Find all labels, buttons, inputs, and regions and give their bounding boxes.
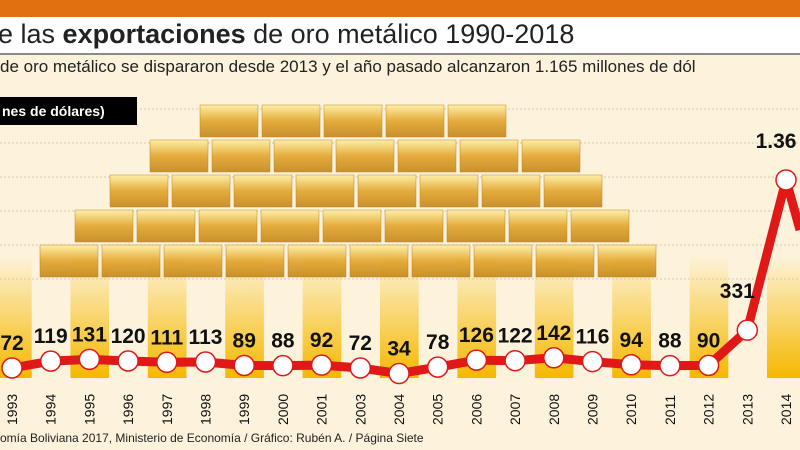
data-point-2011 (659, 354, 681, 377)
data-point-2006 (465, 349, 488, 371)
data-label-2012: 90 (697, 329, 720, 352)
data-point-2008 (543, 347, 565, 369)
data-point-1998 (194, 351, 217, 373)
year-label-2012: 2012 (701, 394, 717, 425)
data-point-2012 (697, 354, 720, 377)
data-point-2001 (310, 354, 333, 376)
column-stripe (0, 255, 32, 378)
title-text: e las (0, 19, 63, 49)
chart-subtitle: de oro metálico se dispararon desde 2013… (0, 57, 696, 76)
data-point-2013 (736, 319, 759, 341)
data-point-1996 (117, 350, 139, 372)
data-label-2013: 331 (720, 280, 755, 303)
year-label-2006: 2006 (468, 394, 484, 425)
year-label-1998: 1998 (198, 394, 214, 425)
data-point-1993 (1, 357, 23, 379)
data-label-2011: 88 (658, 330, 682, 353)
gold-bars-illustration (39, 104, 657, 278)
data-label-2001: 92 (310, 329, 333, 352)
data-point-2000 (272, 354, 294, 377)
year-label-2013: 2013 (739, 394, 755, 425)
year-label-1997: 1997 (159, 394, 175, 425)
source-note: omía Boliviana 2017, Ministerio de Econo… (0, 431, 424, 445)
data-label-2003: 72 (349, 332, 372, 355)
data-label-2014: 1.36 (756, 130, 797, 153)
year-label-2004: 2004 (391, 394, 407, 425)
line-chart: 72 119 131 120 111 113 89 88 92 72 34 78 126 122 142 11… (0, 104, 800, 430)
data-label-2004: 34 (387, 338, 411, 361)
axis-band (0, 378, 800, 430)
data-label-1997: 111 (150, 326, 183, 349)
year-label-2014: 2014 (778, 394, 794, 425)
data-point-2005 (426, 356, 449, 378)
year-label-1995: 1995 (81, 394, 97, 425)
year-label-2011: 2011 (662, 395, 678, 425)
year-label-2000: 2000 (275, 394, 291, 425)
data-label-1995: 131 (72, 323, 107, 346)
data-label-1994: 119 (34, 325, 68, 348)
data-label-1999: 89 (233, 330, 256, 353)
data-label-1993: 72 (0, 332, 23, 355)
year-label-2001: 2001 (314, 394, 330, 425)
data-point-1995 (78, 348, 101, 371)
chart-title: e las exportaciones de oro metálico 1990… (0, 19, 574, 50)
data-point-1997 (156, 351, 178, 374)
data-point-2010 (620, 354, 642, 376)
series-line (11, 175, 800, 379)
year-label-2007: 2007 (507, 394, 523, 425)
year-label-2009: 2009 (585, 394, 601, 425)
title-text-end: de oro metálico 1990-2018 (245, 19, 575, 49)
data-label-2007: 122 (498, 325, 533, 348)
year-label-2010: 2010 (623, 394, 639, 425)
title-background (0, 17, 800, 55)
year-label-1994: 1994 (43, 394, 59, 425)
data-point-2004 (388, 362, 410, 385)
data-label-1998: 113 (189, 326, 223, 349)
year-label-2008: 2008 (546, 394, 562, 425)
data-point-1994 (39, 350, 62, 372)
data-label-2006: 126 (459, 324, 494, 347)
year-label-1996: 1996 (120, 394, 136, 425)
data-point-2003 (349, 357, 372, 379)
data-label-2008: 142 (536, 322, 571, 345)
unit-label: nes de dólares) (0, 97, 137, 125)
data-label-2009: 116 (576, 326, 610, 349)
year-label-1993: 1993 (4, 394, 20, 425)
column-stripe (767, 255, 800, 378)
data-label-1996: 120 (111, 325, 146, 348)
data-label-2000: 88 (271, 330, 295, 353)
year-label-2005: 2005 (430, 394, 446, 425)
data-point-1999 (233, 354, 255, 377)
data-label-2005: 78 (426, 331, 450, 354)
year-label-2003: 2003 (352, 394, 368, 425)
top-accent-bar (0, 0, 800, 17)
data-label-2010: 94 (620, 329, 644, 352)
data-point-2009 (581, 350, 604, 373)
title-bold-text: exportaciones (62, 19, 246, 49)
data-point-2014 (775, 169, 797, 191)
data-point-2007 (504, 349, 526, 372)
year-label-1999: 1999 (236, 394, 252, 425)
